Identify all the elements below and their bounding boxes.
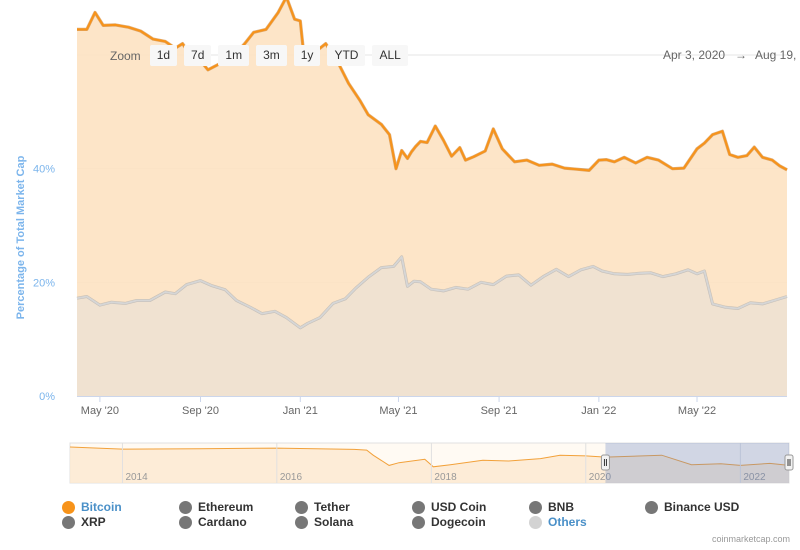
- legend-label: Binance USD: [664, 500, 740, 514]
- legend-item-xrp[interactable]: XRP: [62, 515, 106, 529]
- range-to-date[interactable]: Aug 19,: [755, 48, 797, 62]
- x-tick-label: Jan '22: [581, 405, 616, 417]
- legend-dot-cardano: [179, 515, 192, 529]
- legend-label: Bitcoin: [81, 500, 122, 514]
- legend-label: Ethereum: [198, 500, 254, 514]
- legend-item-dogecoin[interactable]: Dogecoin: [412, 515, 486, 529]
- legend-label: Others: [548, 515, 587, 529]
- legend-item-ethereum[interactable]: Ethereum: [179, 500, 253, 514]
- others-line: [76, 255, 788, 329]
- legend-label: Tether: [314, 500, 350, 514]
- navigator-handle-right[interactable]: [784, 454, 794, 471]
- legend-dot-bnb: [529, 500, 542, 514]
- x-tick-label: May '20: [81, 405, 119, 417]
- legend-item-bitcoin[interactable]: Bitcoin: [62, 500, 122, 514]
- y-tick-label: 20%: [33, 277, 55, 289]
- x-tick-label: Jan '21: [283, 405, 318, 417]
- legend-dot-xrp: [62, 515, 75, 529]
- legend-item-usd-coin[interactable]: USD Coin: [412, 500, 486, 514]
- legend-item-tether[interactable]: Tether: [295, 500, 350, 514]
- zoom-1y-button[interactable]: 1y: [293, 45, 321, 66]
- navigator-year-label: 2016: [280, 472, 303, 483]
- legend-dot-dogecoin: [412, 515, 425, 529]
- x-tick-label: May '21: [379, 405, 417, 417]
- legend-dot-ethereum: [179, 500, 192, 514]
- navigator-year-label: 2022: [743, 472, 766, 483]
- y-tick-label: 40%: [33, 164, 55, 176]
- legend-item-bnb[interactable]: BNB: [529, 500, 574, 514]
- legend-label: BNB: [548, 500, 574, 514]
- legend-dot-tether: [295, 500, 308, 514]
- zoom-ytd-button[interactable]: YTD: [327, 45, 366, 66]
- legend-label: XRP: [81, 515, 106, 529]
- zoom-bar: Zoom 1d 7d 1m 3m 1y YTD ALL: [110, 45, 408, 66]
- bitcoin-line: [77, 0, 788, 172]
- legend-label: Cardano: [198, 515, 247, 529]
- legend-dot-solana: [295, 515, 308, 529]
- others-area: [77, 256, 787, 396]
- navigator: 2014 2016 2018 2020 2022: [69, 442, 794, 484]
- legend-dot-bitcoin: [62, 500, 75, 514]
- zoom-1m-button[interactable]: 1m: [218, 45, 250, 66]
- navigator-year-label: 2020: [589, 472, 612, 483]
- legend-label: USD Coin: [431, 500, 487, 514]
- y-axis-title: Percentage of Total Market Cap: [15, 155, 27, 319]
- navigator-selection: [605, 443, 789, 483]
- legend-item-others[interactable]: Others: [529, 515, 587, 529]
- x-tick-label: May '22: [678, 405, 716, 417]
- legend-dot-others: [529, 515, 542, 529]
- x-tick-label: Sep '20: [182, 405, 219, 417]
- zoom-1d-button[interactable]: 1d: [149, 45, 178, 66]
- zoom-3m-button[interactable]: 3m: [256, 45, 287, 66]
- legend-label: Solana: [314, 515, 354, 529]
- legend-dot-binance-usd: [645, 500, 658, 514]
- legend-label: Dogecoin: [431, 515, 486, 529]
- navigator-area: [70, 447, 789, 483]
- zoom-label: Zoom: [110, 48, 141, 63]
- zoom-7d-button[interactable]: 7d: [184, 45, 212, 66]
- range-from-date[interactable]: Apr 3, 2020: [663, 48, 726, 62]
- range-separator: →: [735, 48, 747, 62]
- credit-link[interactable]: coinmarketcap.com: [711, 534, 790, 544]
- legend-item-binance-usd[interactable]: Binance USD: [645, 500, 739, 514]
- legend-item-solana[interactable]: Solana: [295, 515, 353, 529]
- x-tick-label: Sep '21: [481, 405, 518, 417]
- legend-dot-usd-coin: [412, 500, 425, 514]
- y-tick-label: 0%: [39, 391, 55, 403]
- navigator-year-label: 2014: [125, 472, 148, 483]
- navigator-line: [69, 446, 790, 468]
- legend-item-cardano[interactable]: Cardano: [179, 515, 247, 529]
- navigator-handle-left[interactable]: [600, 454, 610, 471]
- navigator-year-label: 2018: [434, 472, 457, 483]
- zoom-all-button[interactable]: ALL: [372, 45, 408, 66]
